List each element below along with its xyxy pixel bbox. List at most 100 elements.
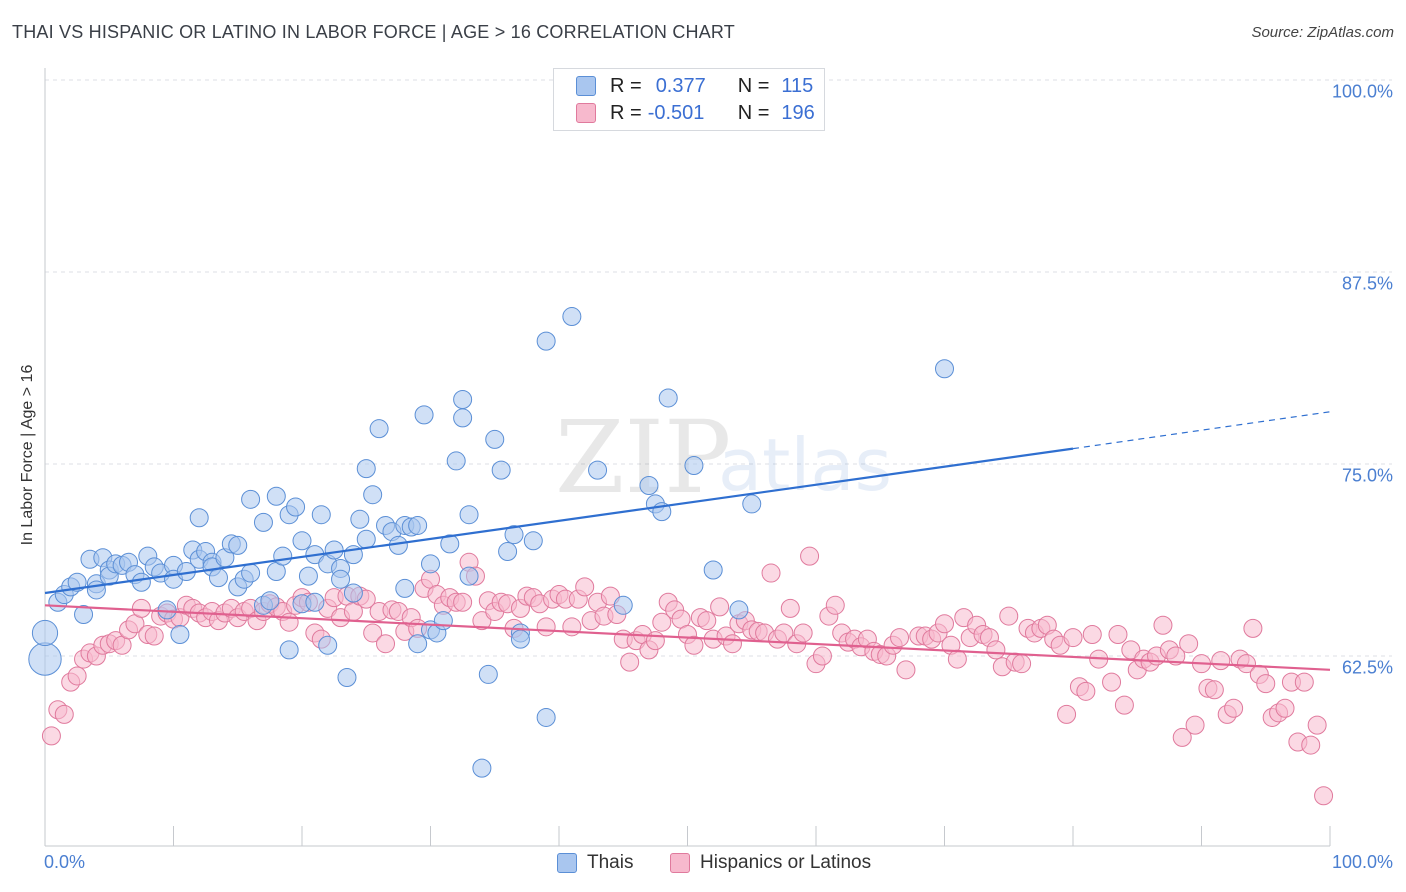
thai-point: [536, 707, 556, 727]
legend-swatch-hispanics: [576, 103, 596, 123]
thai-point: [86, 580, 106, 600]
bottom-legend-label: Thais: [587, 852, 634, 873]
thai-point: [588, 460, 608, 480]
hispanic-point: [536, 617, 556, 637]
hispanic-point: [935, 614, 954, 634]
hispanic-point: [812, 646, 832, 666]
thai-trend-line: [44, 447, 1074, 595]
hispanic-point: [54, 704, 74, 724]
hispanic-point: [896, 660, 916, 680]
hispanic-point: [1314, 786, 1334, 806]
thai-trend-extension: [1072, 411, 1331, 450]
hispanic-point: [1243, 618, 1263, 638]
legend-n-value: 196: [781, 101, 815, 124]
thai-point: [433, 611, 453, 631]
thai-point: [562, 307, 582, 327]
hispanic-point: [999, 606, 1019, 626]
thai-point: [408, 634, 428, 654]
hispanic-point: [652, 612, 672, 632]
thai-point: [613, 595, 633, 615]
legend-n-label: N =: [737, 101, 770, 124]
thai-point: [491, 460, 511, 480]
hispanic-point: [1275, 698, 1295, 718]
hispanic-point: [1076, 681, 1096, 701]
x-tick-min: 0.0%: [44, 852, 86, 872]
thai-point: [324, 540, 344, 560]
thai-point: [459, 505, 479, 525]
thai-point: [639, 476, 659, 496]
hispanic-point: [793, 623, 813, 643]
thai-point: [388, 535, 408, 555]
thai-point: [363, 485, 383, 505]
hispanic-point: [1307, 715, 1327, 735]
thai-point: [260, 591, 280, 611]
bottom-swatch-thais: [557, 853, 577, 873]
thai-point: [510, 629, 530, 649]
thai-point: [311, 505, 331, 525]
thai-point: [536, 331, 556, 351]
trend-lines: [44, 411, 1331, 671]
thai-point: [343, 583, 363, 603]
legend-row-thais: R = 0.377 N = 115: [576, 74, 813, 98]
hispanic-point: [825, 595, 845, 615]
hispanic-point: [684, 635, 704, 655]
hispanic-point: [1301, 735, 1321, 755]
hispanic-point: [697, 611, 717, 631]
hispanic-point: [1204, 680, 1224, 700]
thai-point: [421, 554, 440, 574]
thai-point: [131, 572, 151, 592]
hispanic-point: [1172, 727, 1192, 747]
hispanic-point: [1063, 628, 1083, 648]
thai-point: [523, 531, 543, 551]
legend-r-value: -0.501: [647, 101, 705, 124]
thai-point: [241, 489, 261, 509]
thai-point: [241, 563, 261, 583]
hispanic-point: [363, 623, 383, 643]
hispanic-point: [761, 563, 781, 583]
y-tick-label: 87.5%: [1341, 273, 1393, 294]
thai-point: [286, 497, 306, 517]
legend-n-label: N =: [737, 74, 770, 97]
hispanic-point: [1166, 646, 1186, 666]
source-credit: Source: ZipAtlas.com: [1251, 24, 1394, 41]
thai-point: [337, 668, 357, 688]
thai-point: [208, 568, 228, 588]
thai-point: [253, 512, 273, 532]
hispanic-point: [722, 634, 742, 654]
hispanic-point: [453, 592, 473, 612]
hispanic-point: [67, 666, 87, 686]
hispanic-point: [1114, 695, 1134, 715]
thai-point: [28, 642, 62, 676]
hispanic-point: [279, 612, 299, 632]
legend-r-label: R =: [610, 101, 642, 124]
hispanic-point: [376, 634, 396, 654]
hispanic-point: [800, 546, 820, 566]
thai-point: [478, 664, 498, 684]
thai-point: [703, 560, 723, 580]
thai-point: [273, 546, 293, 566]
y-tick-label: 100.0%: [1331, 81, 1393, 102]
thai-point: [684, 456, 704, 476]
bottom-swatch-hispanics: [670, 853, 690, 873]
hispanic-point: [620, 652, 640, 672]
thai-point: [31, 619, 59, 647]
hispanic-point: [472, 611, 492, 631]
thai-point: [395, 578, 415, 598]
thai-point: [318, 635, 338, 655]
hispanic-point: [1012, 654, 1032, 674]
y-tick-label: 75.0%: [1341, 465, 1393, 486]
hispanic-point: [890, 628, 910, 648]
thai-point: [935, 359, 954, 379]
bottom-legend-label: Hispanics or Latinos: [700, 852, 872, 873]
hispanic-point: [144, 626, 164, 646]
thai-point: [74, 605, 94, 625]
legend-swatch-thais: [576, 76, 596, 96]
hispanic-point: [600, 586, 620, 606]
thai-point: [453, 389, 473, 409]
thai-point: [485, 429, 505, 449]
thai-point: [658, 388, 678, 408]
stats-legend: R = 0.377 N = 115 R = -0.501 N = 196: [553, 68, 825, 131]
thai-point: [350, 509, 370, 529]
hispanic-point: [1185, 715, 1205, 735]
thai-point: [298, 566, 318, 586]
